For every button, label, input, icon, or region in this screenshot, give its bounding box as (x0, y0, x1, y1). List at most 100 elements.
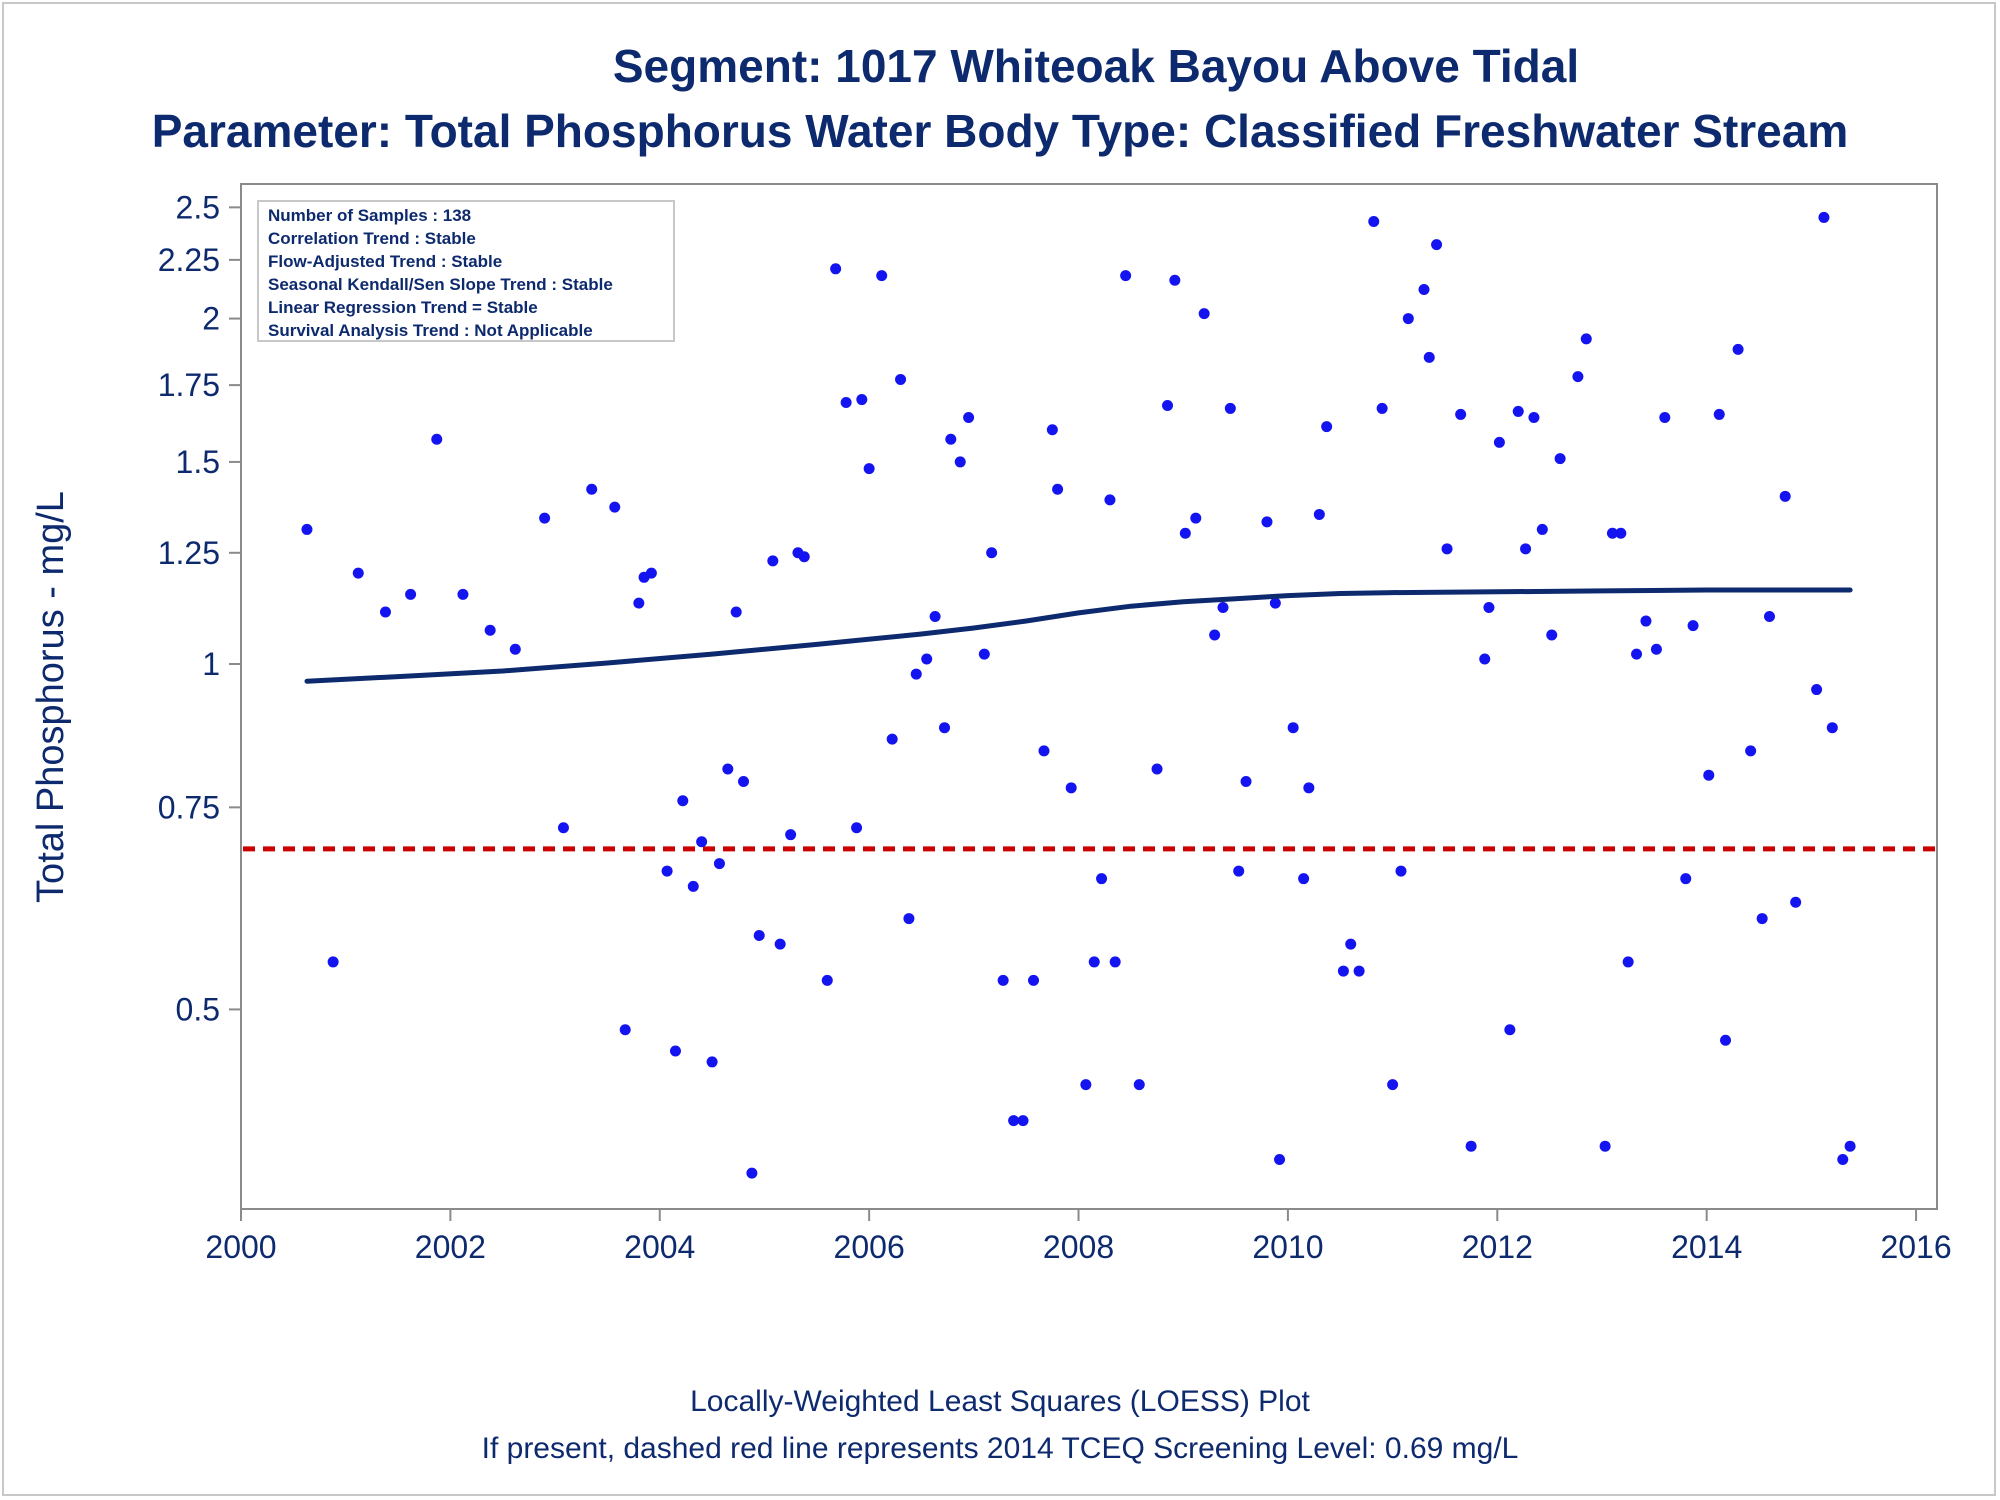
data-point (1233, 865, 1245, 877)
data-point (405, 588, 417, 600)
data-point (1606, 527, 1618, 539)
data-point (767, 555, 779, 567)
data-point (1631, 648, 1643, 660)
data-point (1209, 629, 1221, 641)
data-point (1224, 402, 1236, 414)
data-point (1687, 620, 1699, 632)
stats-box-border (257, 200, 675, 342)
data-point (1104, 494, 1116, 506)
data-point (713, 858, 725, 870)
data-point (910, 668, 922, 680)
data-point (1528, 411, 1540, 423)
data-point (1844, 1140, 1856, 1152)
data-point (301, 523, 313, 535)
data-point (1703, 769, 1715, 781)
data-point (1038, 745, 1050, 757)
data-points (301, 211, 1856, 1179)
data-point (1640, 615, 1652, 627)
data-point (921, 653, 933, 665)
data-point (1162, 399, 1174, 411)
stat-survival-analysis-trend: Survival Analysis Trend : Not Applicable (268, 321, 593, 340)
data-point (1504, 1024, 1516, 1036)
data-point (457, 588, 469, 600)
data-point (978, 648, 990, 660)
data-point (903, 913, 915, 925)
data-point (1720, 1034, 1732, 1046)
x-tick-label: 2000 (205, 1229, 276, 1265)
loess-curve-group (304, 587, 1853, 684)
data-point (1017, 1115, 1029, 1127)
data-point (1261, 516, 1273, 528)
data-point (509, 643, 521, 655)
data-point (1536, 523, 1548, 535)
stat-flow-adjusted-trend: Flow-Adjusted Trend : Stable (268, 252, 502, 271)
y-tick-label: 1.25 (158, 535, 220, 571)
data-point (929, 610, 941, 622)
data-point (1088, 956, 1100, 968)
data-point (986, 547, 998, 559)
x-tick-label: 2014 (1671, 1229, 1742, 1265)
data-point (851, 822, 863, 834)
data-point (1431, 239, 1443, 251)
data-point (619, 1024, 631, 1036)
data-point (1659, 411, 1671, 423)
data-point (1811, 684, 1823, 696)
data-point (1298, 873, 1310, 885)
data-point (730, 606, 742, 618)
y-tick-label: 0.75 (158, 789, 220, 825)
data-point (738, 775, 750, 787)
data-point (997, 974, 1009, 986)
data-point (1217, 602, 1229, 614)
data-point (954, 456, 966, 468)
x-tick-label: 2004 (624, 1229, 695, 1265)
data-point (696, 836, 708, 848)
data-point (1337, 965, 1349, 977)
data-point (1151, 763, 1163, 775)
data-point (1008, 1115, 1020, 1127)
y-axis-label: Total Phosphorus - mg/L (30, 491, 72, 903)
data-point (1479, 653, 1491, 665)
data-point (1441, 543, 1453, 555)
data-point (863, 463, 875, 475)
loess-curve (304, 587, 1853, 684)
data-point (1763, 610, 1775, 622)
data-point (1818, 211, 1830, 223)
data-point (1240, 775, 1252, 787)
data-point (431, 433, 443, 445)
data-point (1387, 1079, 1399, 1091)
data-point (1303, 782, 1315, 794)
stat-number-of-samples: Number of Samples : 138 (268, 206, 471, 225)
data-point (1680, 873, 1692, 885)
data-point (1826, 722, 1838, 734)
data-point (1599, 1140, 1611, 1152)
data-point (886, 733, 898, 745)
data-point (746, 1167, 758, 1179)
data-point (1732, 343, 1744, 355)
data-point (633, 597, 645, 609)
data-point (774, 938, 786, 950)
x-tick-label: 2016 (1880, 1229, 1951, 1265)
y-tick-label: 1 (202, 646, 220, 682)
stat-linear-regression-trend: Linear Regression Trend = Stable (268, 298, 538, 317)
data-point (1418, 284, 1430, 296)
data-point (1779, 490, 1791, 502)
data-point (895, 373, 907, 385)
stat-seasonal-kendall-trend: Seasonal Kendall/Sen Slope Trend : Stabl… (268, 275, 613, 294)
data-point (939, 722, 951, 734)
data-point (352, 567, 364, 579)
data-point (1756, 913, 1768, 925)
data-point (798, 551, 810, 563)
x-tick-label: 2008 (1043, 1229, 1114, 1265)
data-point (1790, 896, 1802, 908)
data-point (706, 1056, 718, 1068)
data-point (379, 606, 391, 618)
data-point (1745, 745, 1757, 757)
data-point (1169, 274, 1181, 286)
data-point (1483, 602, 1495, 614)
data-point (830, 263, 842, 275)
x-tick-label: 2006 (834, 1229, 905, 1265)
data-point (1109, 956, 1121, 968)
data-point (1402, 313, 1414, 325)
data-point (840, 396, 852, 408)
